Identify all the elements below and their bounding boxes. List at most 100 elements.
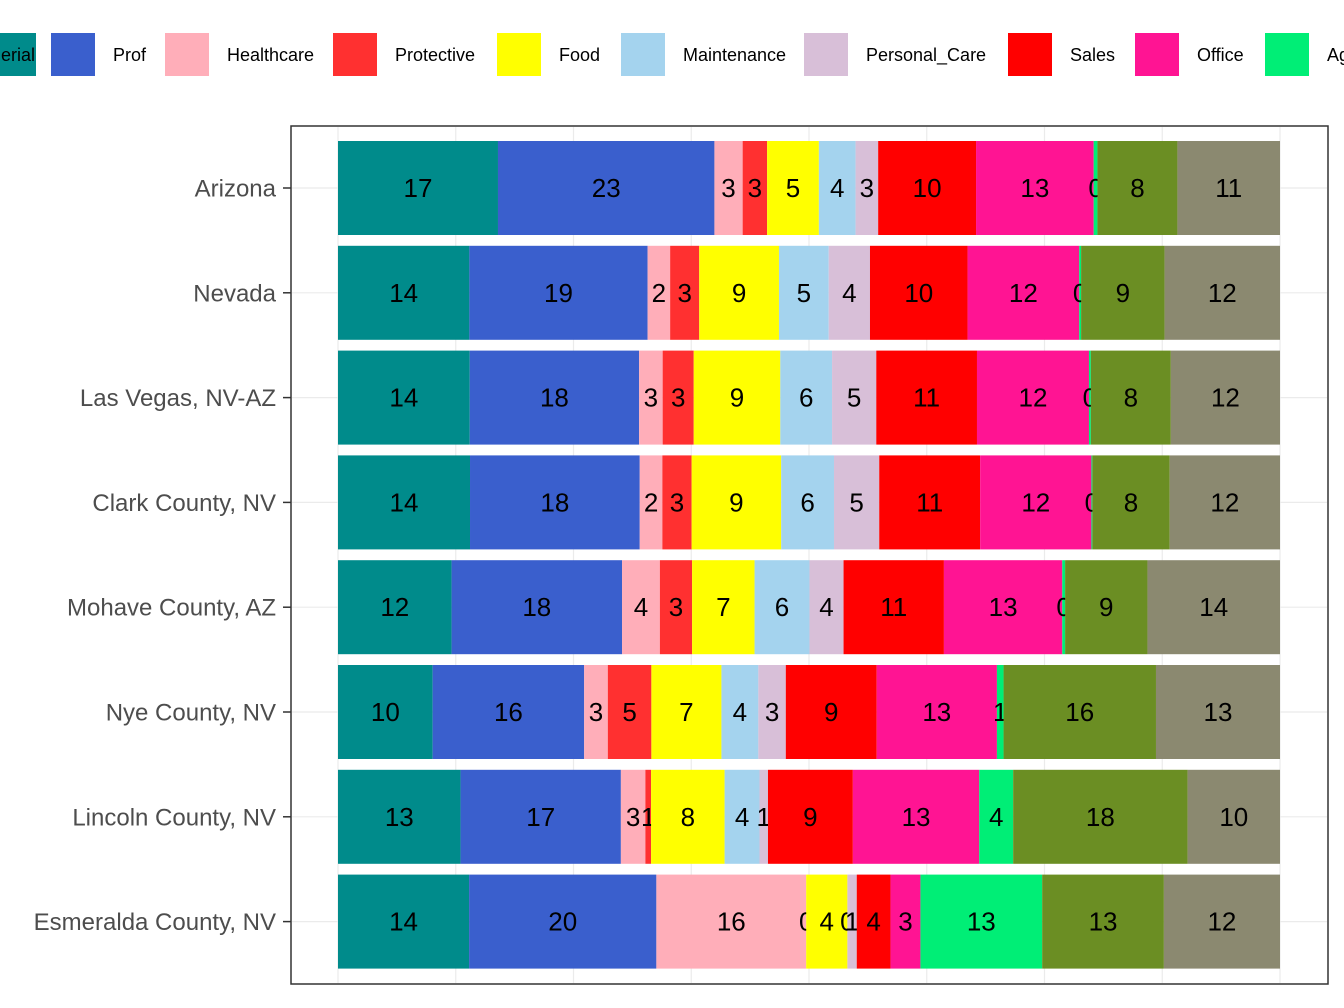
legend-label: erial [1,45,35,65]
bar-segment-personal-care [759,769,768,864]
legend-key [804,33,848,76]
data-label: 3 [589,697,603,727]
bar-segment-sales [879,455,981,550]
data-label: 10 [904,278,933,308]
bar-segment-healthcare [639,455,663,550]
legend-item-protective: Protective [333,33,475,76]
bar-segment-food [651,769,725,864]
legend-item-personal-care: Personal_Care [804,33,986,76]
y-tick-label: Las Vegas, NV-AZ [80,385,276,412]
legend-key [497,33,541,76]
data-label: 9 [824,697,838,727]
bar-segment-prof [469,874,657,969]
data-label: 3 [677,278,691,308]
bar-segment-prof [432,665,585,759]
y-tick-label: Clark County, NV [92,490,276,517]
bar-segment-food [806,874,848,969]
data-label: 1 [757,802,771,832]
data-label: 3 [860,173,874,203]
bar-segment-managerial [338,769,461,864]
data-label: 13 [1020,173,1049,203]
bar-segment-sales [878,141,977,235]
data-label: 18 [1086,802,1115,832]
data-label: 16 [717,907,746,937]
bar-segment-sales [876,350,977,445]
legend-key [1265,33,1309,76]
bar-segment-construction [1092,455,1170,550]
data-label: 9 [803,802,817,832]
y-tick-label: Nye County, NV [106,700,276,727]
data-label: 14 [389,278,418,308]
bar-segment-prof [469,350,640,445]
bar-segment-maintenance [781,455,834,550]
bar-segment-prof [460,769,621,864]
data-label: 3 [748,173,762,203]
data-label: 12 [1021,487,1050,517]
data-label: 10 [371,697,400,727]
data-label: 9 [1099,592,1113,622]
data-label: 6 [800,487,814,517]
bar-segment-office [967,245,1080,340]
bar-segment-construction [1003,665,1156,759]
data-label: 17 [404,173,433,203]
data-label: 13 [902,802,931,832]
bar-segment-healthcare [620,769,646,864]
data-label: 13 [1204,697,1233,727]
data-label: 16 [1065,697,1094,727]
bar-segment-construction [1097,141,1178,235]
bar-segment-agriculture [979,769,1014,864]
y-tick-label: Nevada [193,280,276,307]
legend-item-sales: Sales [1008,33,1115,76]
data-label: 12 [1211,383,1240,413]
data-label: 3 [721,173,735,203]
bar-segment-personal-care [828,245,870,340]
data-label: 4 [819,592,833,622]
bar-segment-food [691,455,782,550]
bar-segment-food [699,245,779,340]
bar-segment-production [1170,350,1280,445]
bar-segment-office [890,874,921,969]
bar-segment-construction [1090,350,1171,445]
data-label: 4 [866,907,880,937]
bar-segment-agriculture [1079,245,1082,340]
bar-segment-personal-care [758,665,786,759]
data-label: 5 [847,383,861,413]
data-label: 3 [765,697,779,727]
legend-item-prof: Prof [51,33,147,76]
legend-item-healthcare: Healthcare [165,33,314,76]
bar-segment-personal-care [855,141,879,235]
data-label: 9 [732,278,746,308]
bar-segment-construction [1013,769,1188,864]
bar-segment-agriculture [920,874,1043,969]
data-label: 3 [898,907,912,937]
bar-segment-agriculture [1091,455,1093,550]
bar-row-arizona: 17 23 3 3 5 4 3 10 13 0 8 11 [338,141,1280,235]
bar-segment-office [943,560,1063,655]
data-label: 12 [380,592,409,622]
data-label: 12 [1009,278,1038,308]
data-label: 4 [735,802,749,832]
legend-key [1135,33,1179,76]
data-label: 3 [671,383,685,413]
data-label: 18 [540,487,569,517]
legend-item-managerial: erial [0,33,36,76]
bar-segment-prof [451,560,623,655]
data-label: 8 [1124,383,1138,413]
data-label: 7 [679,697,693,727]
bar-segment-construction [1065,560,1148,655]
data-label: 1 [845,907,859,937]
data-label: 9 [1116,278,1130,308]
legend-item-office: Office [1135,33,1244,76]
data-label: 11 [1215,173,1242,203]
bar-segment-healthcare [639,350,663,445]
bar-segment-managerial [338,350,470,445]
data-label: 13 [989,592,1018,622]
data-label: 14 [390,487,419,517]
bar-segment-personal-care [847,874,857,969]
bar-segment-maintenance [721,665,759,759]
bar-segment-sales [767,769,853,864]
legend-label: Office [1197,45,1244,65]
data-label: 10 [913,173,942,203]
bar-segment-managerial [338,560,452,655]
